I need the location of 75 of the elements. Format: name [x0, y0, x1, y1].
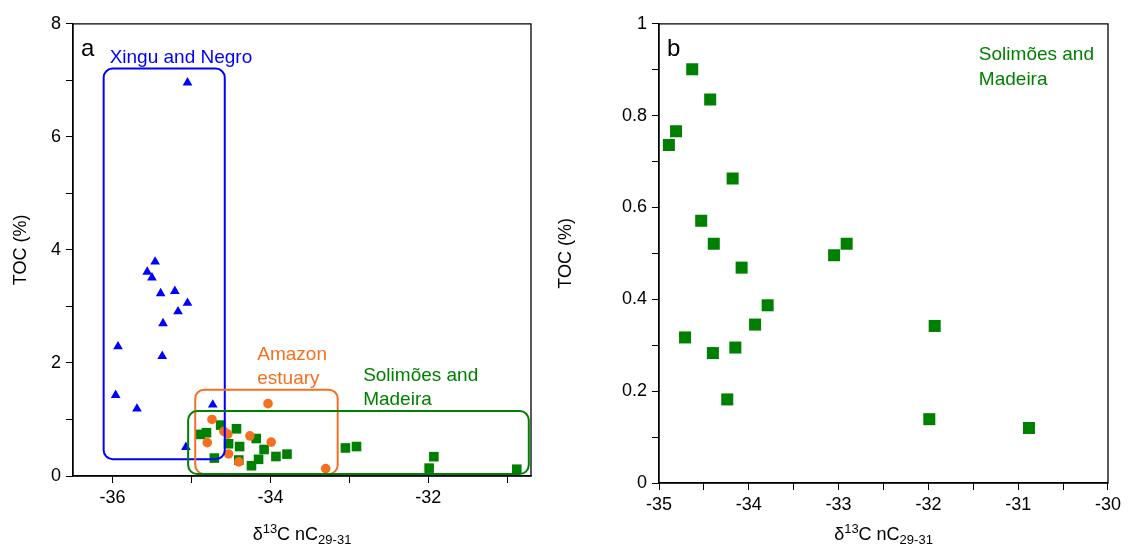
- y-tick-label: 4: [50, 238, 61, 259]
- point: [142, 266, 153, 275]
- y-tick-label: 1: [636, 12, 647, 33]
- y-tick-label: 0: [50, 464, 61, 485]
- point: [246, 460, 257, 471]
- x-tick-label: -36: [99, 486, 126, 507]
- point: [695, 214, 708, 227]
- y-tick-label: 6: [50, 125, 61, 146]
- point: [263, 398, 273, 409]
- point: [170, 285, 180, 294]
- point: [320, 463, 331, 474]
- point: [207, 399, 218, 408]
- point: [707, 237, 720, 250]
- x-tick-label: -30: [1094, 493, 1121, 514]
- point: [424, 463, 434, 473]
- y-tick-label: 8: [50, 12, 61, 33]
- point: [662, 139, 675, 152]
- point: [923, 413, 936, 426]
- point: [207, 414, 217, 425]
- point: [749, 318, 762, 331]
- point: [828, 249, 841, 262]
- point: [271, 451, 281, 462]
- x-tick-label: -31: [1005, 493, 1032, 514]
- y-axis-title: TOC (%): [9, 214, 30, 286]
- point: [202, 437, 213, 448]
- y-axis-title: TOC (%): [554, 218, 575, 289]
- point: [182, 297, 193, 306]
- point: [429, 451, 439, 462]
- point: [158, 317, 168, 327]
- point: [201, 427, 212, 438]
- point: [761, 299, 774, 312]
- point: [735, 261, 748, 274]
- point: [840, 237, 853, 250]
- x-tick-label: -35: [645, 493, 673, 514]
- point: [259, 444, 269, 455]
- point: [266, 437, 276, 447]
- chart-title: b: [667, 33, 681, 61]
- x-tick-label: -34: [257, 486, 284, 507]
- x-tick-label: -33: [825, 493, 852, 514]
- point: [182, 76, 193, 86]
- y-tick-label: 0.4: [621, 288, 647, 309]
- point: [729, 341, 742, 354]
- y-tick-label: 2: [50, 351, 61, 372]
- point: [155, 287, 166, 297]
- y-tick-label: 0.8: [621, 104, 647, 125]
- point: [1022, 421, 1035, 434]
- point: [679, 331, 692, 344]
- point: [670, 125, 683, 138]
- point: [132, 403, 142, 412]
- point: [245, 431, 255, 441]
- text: Solimões and Madeira: [978, 42, 1094, 89]
- series-label: Solimões and Madeira: [363, 364, 479, 410]
- point: [726, 172, 739, 185]
- point: [686, 63, 699, 76]
- series-label: Xingu and Negro: [109, 45, 253, 67]
- point: [282, 449, 292, 459]
- point: [340, 443, 351, 453]
- point: [231, 423, 242, 434]
- point: [706, 347, 719, 360]
- y-tick-label: 0: [636, 471, 647, 492]
- point: [110, 389, 121, 398]
- point: [223, 449, 234, 459]
- x-tick-label: -32: [915, 493, 942, 514]
- y-tick-label: 0.2: [621, 380, 647, 401]
- series-label: Amazon estuary: [257, 342, 327, 388]
- x-tick-label: -34: [735, 493, 762, 514]
- point: [704, 93, 717, 106]
- x-tick-label: -32: [415, 486, 442, 507]
- point: [721, 393, 734, 406]
- point: [150, 256, 160, 265]
- point: [147, 272, 157, 281]
- y-tick-label: 0.6: [621, 196, 647, 217]
- point: [157, 350, 168, 359]
- point: [928, 319, 941, 332]
- chart-title: a: [81, 33, 95, 61]
